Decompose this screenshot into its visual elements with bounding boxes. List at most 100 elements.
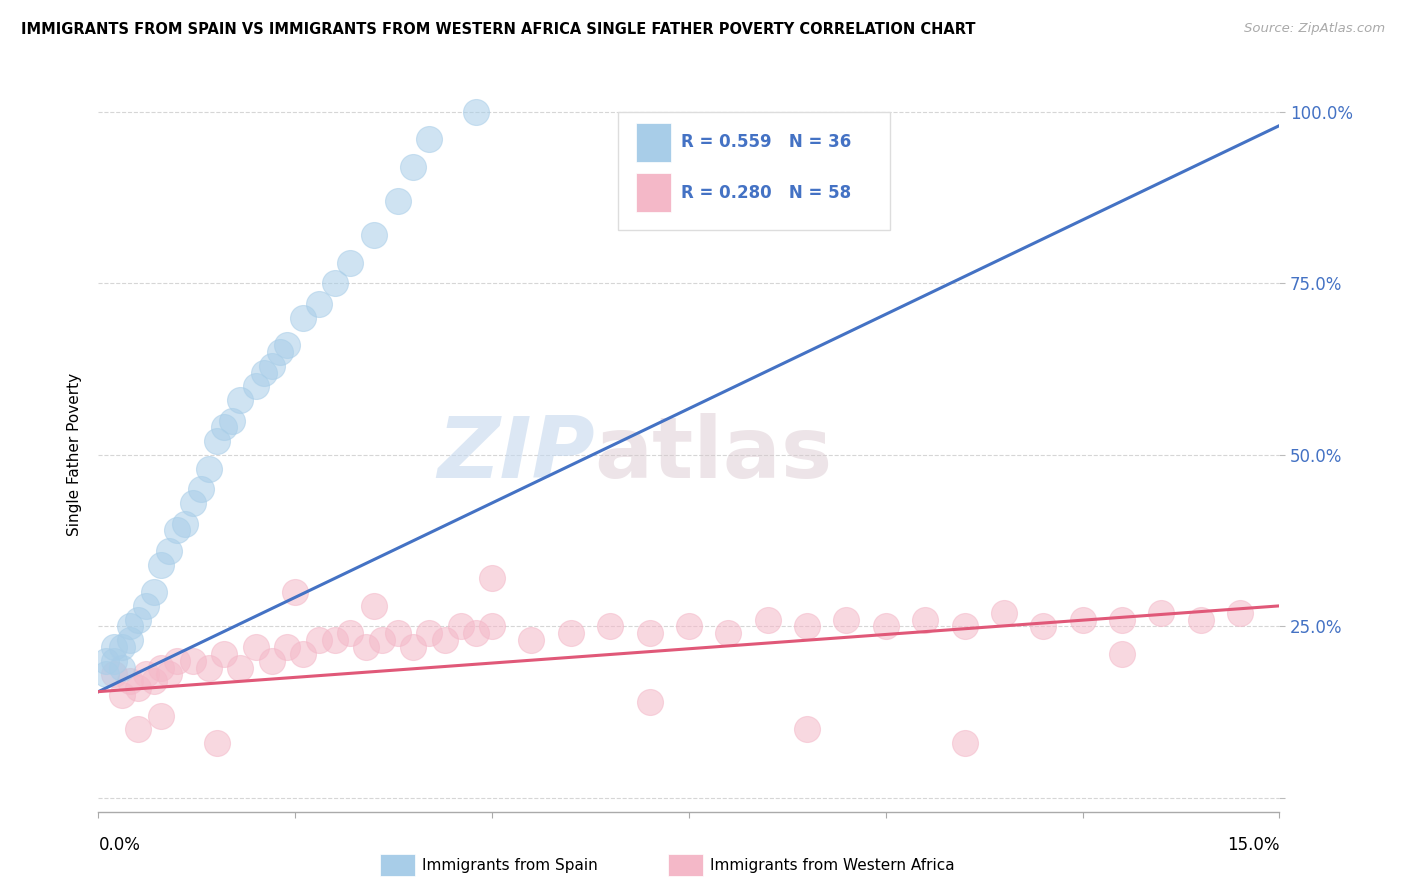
Point bbox=[103, 654, 125, 668]
Point bbox=[796, 619, 818, 633]
Point bbox=[260, 654, 283, 668]
Point bbox=[96, 667, 118, 681]
Point bbox=[118, 619, 141, 633]
Point bbox=[953, 619, 976, 633]
Point bbox=[142, 585, 165, 599]
Point bbox=[214, 420, 236, 434]
Text: Immigrants from Spain: Immigrants from Spain bbox=[422, 858, 598, 872]
Point bbox=[323, 277, 346, 291]
Point bbox=[111, 640, 134, 654]
Point bbox=[157, 544, 180, 558]
Bar bbox=[636, 173, 671, 212]
Point bbox=[150, 660, 173, 674]
Y-axis label: Single Father Poverty: Single Father Poverty bbox=[67, 374, 83, 536]
Point bbox=[103, 640, 125, 654]
Point bbox=[269, 345, 291, 359]
Point bbox=[387, 626, 409, 640]
Point bbox=[166, 524, 188, 538]
Point bbox=[371, 633, 394, 648]
Point bbox=[363, 599, 385, 613]
Point bbox=[560, 626, 582, 640]
Point bbox=[993, 606, 1015, 620]
Point bbox=[481, 571, 503, 585]
Point bbox=[135, 667, 157, 681]
Point bbox=[323, 633, 346, 648]
Point bbox=[118, 633, 141, 648]
Point bbox=[465, 104, 488, 119]
Point bbox=[796, 723, 818, 737]
Point bbox=[1111, 613, 1133, 627]
Point bbox=[166, 654, 188, 668]
Point bbox=[118, 674, 141, 689]
Point bbox=[520, 633, 543, 648]
Point bbox=[339, 256, 361, 270]
Point bbox=[127, 681, 149, 696]
Point bbox=[127, 723, 149, 737]
Point bbox=[418, 132, 440, 146]
Point bbox=[284, 585, 307, 599]
Point bbox=[221, 414, 243, 428]
Point bbox=[450, 619, 472, 633]
Point bbox=[363, 228, 385, 243]
Point bbox=[205, 736, 228, 750]
Point bbox=[214, 647, 236, 661]
Point bbox=[1150, 606, 1173, 620]
Point bbox=[229, 392, 252, 407]
Point bbox=[465, 626, 488, 640]
Point bbox=[111, 660, 134, 674]
Point bbox=[150, 558, 173, 572]
Point bbox=[245, 379, 267, 393]
Point bbox=[1032, 619, 1054, 633]
Point bbox=[756, 613, 779, 627]
Point bbox=[1189, 613, 1212, 627]
Point bbox=[914, 613, 936, 627]
Point bbox=[103, 667, 125, 681]
Point bbox=[599, 619, 621, 633]
Point bbox=[260, 359, 283, 373]
Point bbox=[111, 688, 134, 702]
Point bbox=[292, 647, 315, 661]
Point bbox=[308, 633, 330, 648]
Point bbox=[157, 667, 180, 681]
Point bbox=[638, 626, 661, 640]
Text: IMMIGRANTS FROM SPAIN VS IMMIGRANTS FROM WESTERN AFRICA SINGLE FATHER POVERTY CO: IMMIGRANTS FROM SPAIN VS IMMIGRANTS FROM… bbox=[21, 22, 976, 37]
Point bbox=[875, 619, 897, 633]
Point bbox=[402, 640, 425, 654]
Point bbox=[339, 626, 361, 640]
Point bbox=[245, 640, 267, 654]
Point bbox=[135, 599, 157, 613]
Point bbox=[181, 654, 204, 668]
Point bbox=[678, 619, 700, 633]
Point bbox=[142, 674, 165, 689]
Point bbox=[354, 640, 377, 654]
Point bbox=[292, 310, 315, 325]
Text: Immigrants from Western Africa: Immigrants from Western Africa bbox=[710, 858, 955, 872]
Point bbox=[181, 496, 204, 510]
Point bbox=[253, 366, 276, 380]
Text: ZIP: ZIP bbox=[437, 413, 595, 497]
Point bbox=[481, 619, 503, 633]
Point bbox=[276, 640, 298, 654]
Point bbox=[1071, 613, 1094, 627]
Point bbox=[276, 338, 298, 352]
Point bbox=[308, 297, 330, 311]
Point bbox=[835, 613, 858, 627]
Text: atlas: atlas bbox=[595, 413, 832, 497]
Point bbox=[229, 660, 252, 674]
Point bbox=[190, 482, 212, 496]
Point bbox=[402, 160, 425, 174]
Point bbox=[96, 654, 118, 668]
Point bbox=[174, 516, 197, 531]
Point bbox=[638, 695, 661, 709]
Point bbox=[127, 613, 149, 627]
Point bbox=[717, 626, 740, 640]
Text: R = 0.559   N = 36: R = 0.559 N = 36 bbox=[681, 134, 851, 152]
Point bbox=[1229, 606, 1251, 620]
Point bbox=[418, 626, 440, 640]
Text: Source: ZipAtlas.com: Source: ZipAtlas.com bbox=[1244, 22, 1385, 36]
Point bbox=[150, 708, 173, 723]
Point bbox=[433, 633, 456, 648]
Point bbox=[197, 461, 219, 475]
Bar bbox=[636, 123, 671, 162]
Point bbox=[197, 660, 219, 674]
